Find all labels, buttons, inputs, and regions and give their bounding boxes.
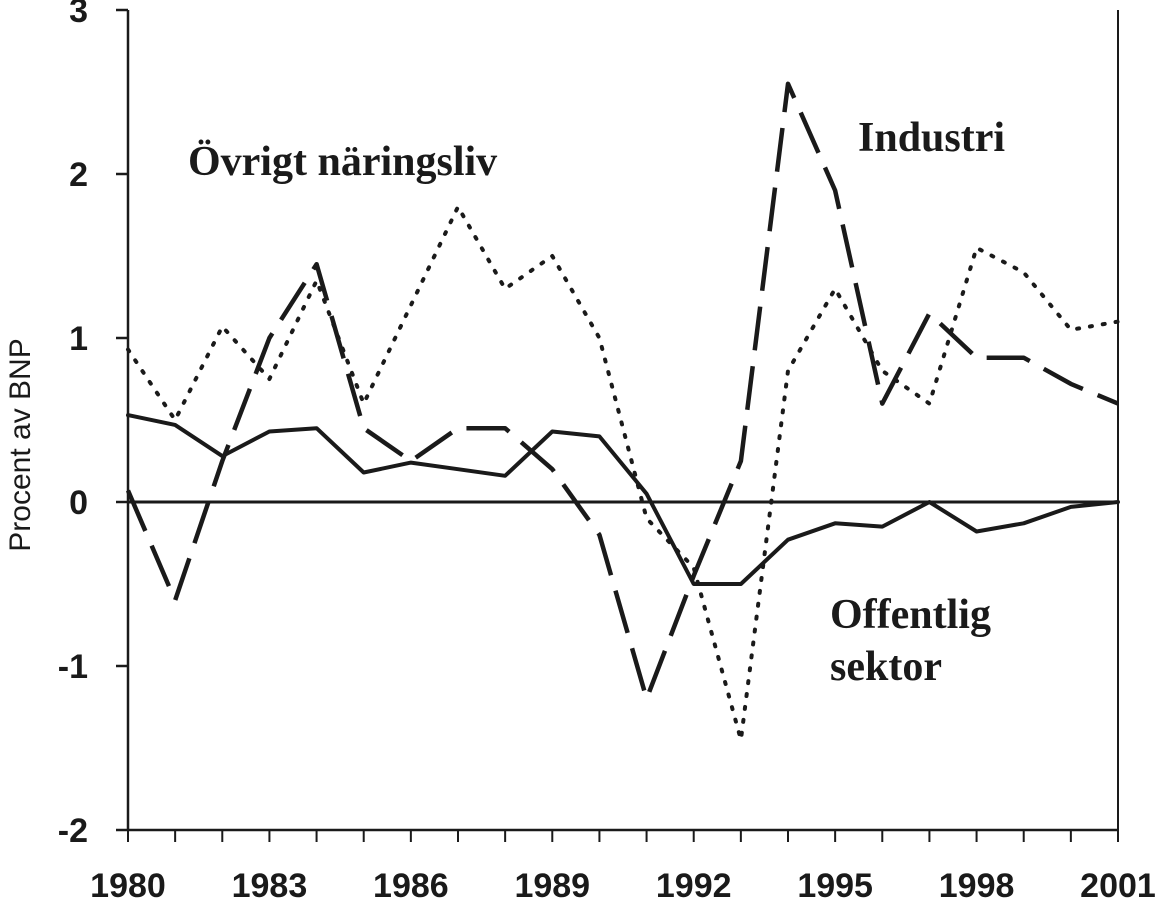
series-line-ovrigt [126,204,1120,742]
x-tick-label: 1989 [514,867,590,905]
label-industri: Industri [858,115,1005,161]
x-tick-label: 1995 [797,867,873,905]
x-tick-label: 1980 [90,867,166,905]
chart-series [125,81,1120,742]
x-tick-label: 2001 [1080,867,1156,905]
y-tick-label: 0 [69,484,88,522]
x-tick-label: 1986 [373,867,449,905]
y-tick-label: 2 [69,156,88,194]
series-line-offentlig [126,413,1120,586]
y-tick-label: -2 [58,812,88,850]
x-tick-label: 1998 [939,867,1015,905]
y-tick-label: -1 [58,648,88,686]
series-line-industri [125,81,1119,702]
x-tick-label: 1992 [656,867,732,905]
y-tick-label: 1 [69,320,88,358]
y-axis-label: Procent av BNP [4,338,37,551]
label-offentlig-line2: sektor [830,644,942,690]
x-tick-label: 1983 [232,867,308,905]
label-ovrigt-naringsliv: Övrigt näringsliv [188,139,497,185]
label-offentlig-line1: Offentlig [830,592,991,638]
y-tick-label: 3 [69,0,88,30]
